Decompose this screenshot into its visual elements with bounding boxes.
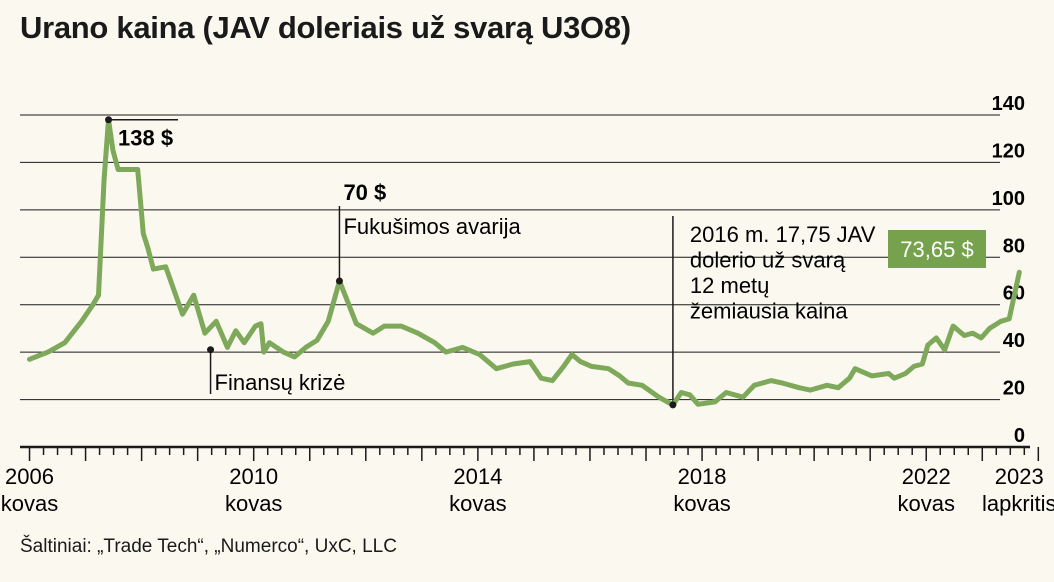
x-tick-year: 2022: [902, 464, 951, 489]
x-tick-month: kovas: [449, 491, 506, 516]
y-tick-label: 20: [1003, 378, 1025, 400]
chart-title: Urano kaina (JAV doleriais už svarą U3O8…: [20, 10, 631, 45]
y-tick-label: 100: [992, 188, 1025, 210]
x-tick-year: 2023: [995, 464, 1044, 489]
low-label-line: 2016 m. 17,75 JAV: [690, 222, 876, 247]
x-tick-year: 2018: [678, 464, 727, 489]
y-tick-label: 80: [1003, 235, 1025, 257]
series: [27, 116, 1022, 409]
fukushima-label: Fukušimos avarija: [343, 214, 521, 239]
x-axis: 2006kovas2010kovas2014kovas2018kovas2022…: [1, 445, 1054, 516]
end-value-box: [888, 230, 986, 268]
x-tick-month: kovas: [1, 491, 58, 516]
annotations: 138 $ 70 $ Fukušimos avarija Finansų krizė 2…: [108, 118, 876, 405]
x-tick-year: 2014: [453, 464, 502, 489]
low-label-line: žemiausia kaina: [690, 299, 849, 324]
gridlines: [20, 114, 1000, 401]
crisis-marker: [207, 346, 215, 354]
fukushima-value: 70 $: [343, 180, 386, 205]
y-tick-label: 0: [1014, 425, 1025, 447]
end-value-label: 73,65 $: [888, 230, 986, 268]
crisis-label: Finansų krizė: [215, 370, 346, 395]
peak-label: 138 $: [118, 126, 173, 151]
x-tick-month: kovas: [225, 491, 282, 516]
end-value-text: 73,65 $: [900, 237, 973, 262]
y-tick-label: 40: [1003, 330, 1025, 352]
x-tick-year: 2006: [5, 464, 54, 489]
price-line: [27, 117, 1022, 408]
x-tick-month: lapkritis: [982, 491, 1054, 516]
x-tick-month: kovas: [897, 491, 954, 516]
x-tick-month: kovas: [673, 491, 730, 516]
fukushima-marker: [335, 277, 343, 285]
y-tick-label: 120: [992, 140, 1025, 162]
peak-marker: [105, 116, 113, 124]
y-tick-label: 140: [992, 93, 1025, 115]
x-tick-year: 2010: [229, 464, 278, 489]
source-note: Šaltiniai: „Trade Tech“, „Numerco“, UxC,…: [20, 536, 397, 557]
low-marker: [669, 401, 677, 409]
low-label-line: dolerio už svarą: [690, 248, 846, 273]
low-label-line: 12 metų: [690, 273, 770, 298]
